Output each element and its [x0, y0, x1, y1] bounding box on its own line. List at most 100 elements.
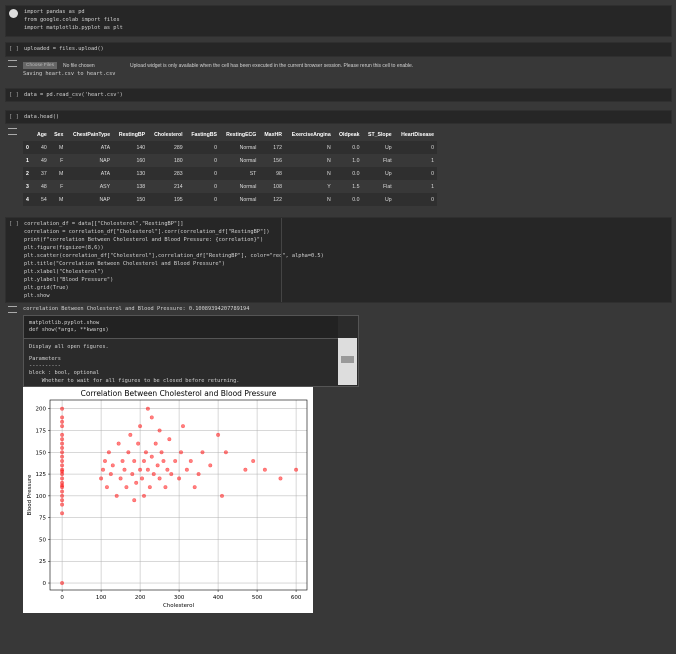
column-header: ChestPainType: [73, 131, 111, 138]
scatter-point: [159, 450, 164, 455]
table-row: 4 54 M NAP 150 195 0 Normal 122 N 0.0 Up 0: [23, 193, 437, 206]
table-cell: 54: [41, 196, 47, 203]
table-cell: 150: [136, 196, 146, 203]
scatter-point: [149, 415, 154, 420]
scatter-point: [243, 467, 248, 472]
code-line: import pandas as pd: [24, 9, 85, 15]
upload-log: Saving heart.csv to heart.csv: [23, 71, 116, 77]
table-cell: 130: [136, 170, 146, 177]
row-index: 3: [26, 183, 29, 190]
scatter-point: [138, 467, 143, 472]
scroll-thumb[interactable]: [341, 356, 354, 363]
scatter-point: [169, 472, 174, 477]
docstring-line: block : bool, optional: [29, 370, 100, 376]
column-header: HeartDisease: [401, 131, 434, 138]
code-line: data.head(): [24, 114, 60, 120]
scatter-point: [60, 489, 65, 494]
cell-prompt: [ ]: [9, 46, 19, 52]
column-header: MaxHR: [264, 131, 282, 138]
table-cell: Normal: [239, 196, 257, 203]
scatter-point: [179, 450, 184, 455]
table-cell: Normal: [239, 157, 257, 164]
scatter-point: [151, 472, 156, 477]
y-tick-label: 150: [36, 450, 47, 456]
scatter-point: [60, 459, 65, 464]
scatter-point: [177, 476, 182, 481]
table-cell: N: [326, 196, 331, 203]
x-tick-label: 100: [96, 595, 107, 601]
scatter-point: [60, 502, 65, 507]
code-line: print(f"correlation Between Cholesterol …: [24, 237, 264, 243]
scatter-point: [141, 459, 146, 464]
table-cell: 0: [431, 144, 434, 151]
code-cell: [ ] data.head(): [5, 110, 672, 124]
scatter-point: [161, 459, 166, 464]
scatter-point: [118, 476, 123, 481]
column-header: FastingBS: [191, 131, 217, 138]
scatter-point: [262, 467, 267, 472]
choose-files-button[interactable]: Choose Files: [23, 62, 57, 69]
table-cell: 195: [173, 196, 183, 203]
scatter-point: [153, 441, 158, 446]
scatter-point: [120, 459, 125, 464]
row-index: 2: [26, 170, 29, 177]
scatter-point: [188, 459, 193, 464]
table-cell: 0: [431, 196, 434, 203]
table-cell: 40: [41, 144, 47, 151]
dataframe-table: Age Sex ChestPainType RestingBP Cholesterol F…: [23, 128, 437, 206]
x-axis-label: Cholesterol: [163, 603, 195, 609]
code-cell: [ ] uploaded = files.upload(): [5, 42, 672, 57]
table-cell: F: [60, 157, 64, 164]
column-header: RestingBP: [118, 131, 146, 138]
scatter-point: [145, 406, 150, 411]
code-line: plt.scatter(correlation_df["Cholesterol"…: [24, 253, 324, 259]
x-tick-label: 600: [291, 595, 302, 601]
cell-prompt: [ ]: [9, 114, 19, 120]
scatter-point: [106, 450, 111, 455]
table-cell: ST: [249, 170, 257, 177]
column-header: Sex: [54, 131, 64, 138]
scatter-point: [60, 467, 65, 472]
table-cell: 1.0: [352, 157, 360, 164]
table-cell: Up: [385, 144, 392, 151]
run-button[interactable]: [9, 9, 18, 18]
scatter-point: [60, 511, 65, 516]
plot-frame: [49, 399, 308, 591]
y-tick-label: 0: [43, 581, 47, 587]
table-cell: 180: [173, 157, 183, 164]
scatter-point: [104, 485, 109, 490]
code-line: plt.title("Correlation Between Cholester…: [24, 261, 225, 267]
scatter-point: [128, 432, 133, 437]
scatter-point: [122, 467, 127, 472]
table-row: 2 37 M ATA 130 283 0 ST 98 N 0.0 Up 0: [23, 167, 437, 180]
scatter-point: [99, 476, 104, 481]
table-cell: 0: [431, 170, 434, 177]
code-cell: import pandas as pd from google.colab imp…: [5, 5, 672, 37]
table-cell: Up: [385, 170, 392, 177]
column-header: Cholesterol: [154, 131, 183, 138]
docstring-line: Parameters: [29, 356, 61, 362]
scatter-point: [132, 459, 137, 464]
scatter-point: [167, 437, 172, 442]
scatter-point: [140, 476, 145, 481]
cell-prompt: [ ]: [9, 221, 19, 227]
scatter-point: [60, 441, 65, 446]
table-cell: 98: [276, 170, 282, 177]
table-cell: ATA: [100, 144, 111, 151]
scatter-point: [157, 428, 162, 433]
table-cell: N: [326, 144, 331, 151]
y-tick-label: 200: [36, 407, 47, 413]
upload-notice: Upload widget is only available when the…: [130, 63, 414, 69]
row-index: 0: [26, 144, 29, 151]
scatter-point: [163, 485, 168, 490]
chart: Correlation Between Cholesterol and Bloo…: [23, 387, 313, 613]
scatter-point: [60, 581, 65, 586]
scatter-point: [60, 424, 65, 429]
table-row: 0 40 M ATA 140 289 0 Normal 172 N 0.0 Up 0: [23, 141, 437, 154]
scatter-point: [251, 459, 256, 464]
table-cell: Y: [327, 183, 331, 190]
y-tick-label: 75: [39, 516, 46, 522]
table-row: 1 49 F NAP 160 180 0 Normal 156 N 1.0 Flat 1: [23, 154, 437, 167]
x-tick-label: 400: [213, 595, 224, 601]
